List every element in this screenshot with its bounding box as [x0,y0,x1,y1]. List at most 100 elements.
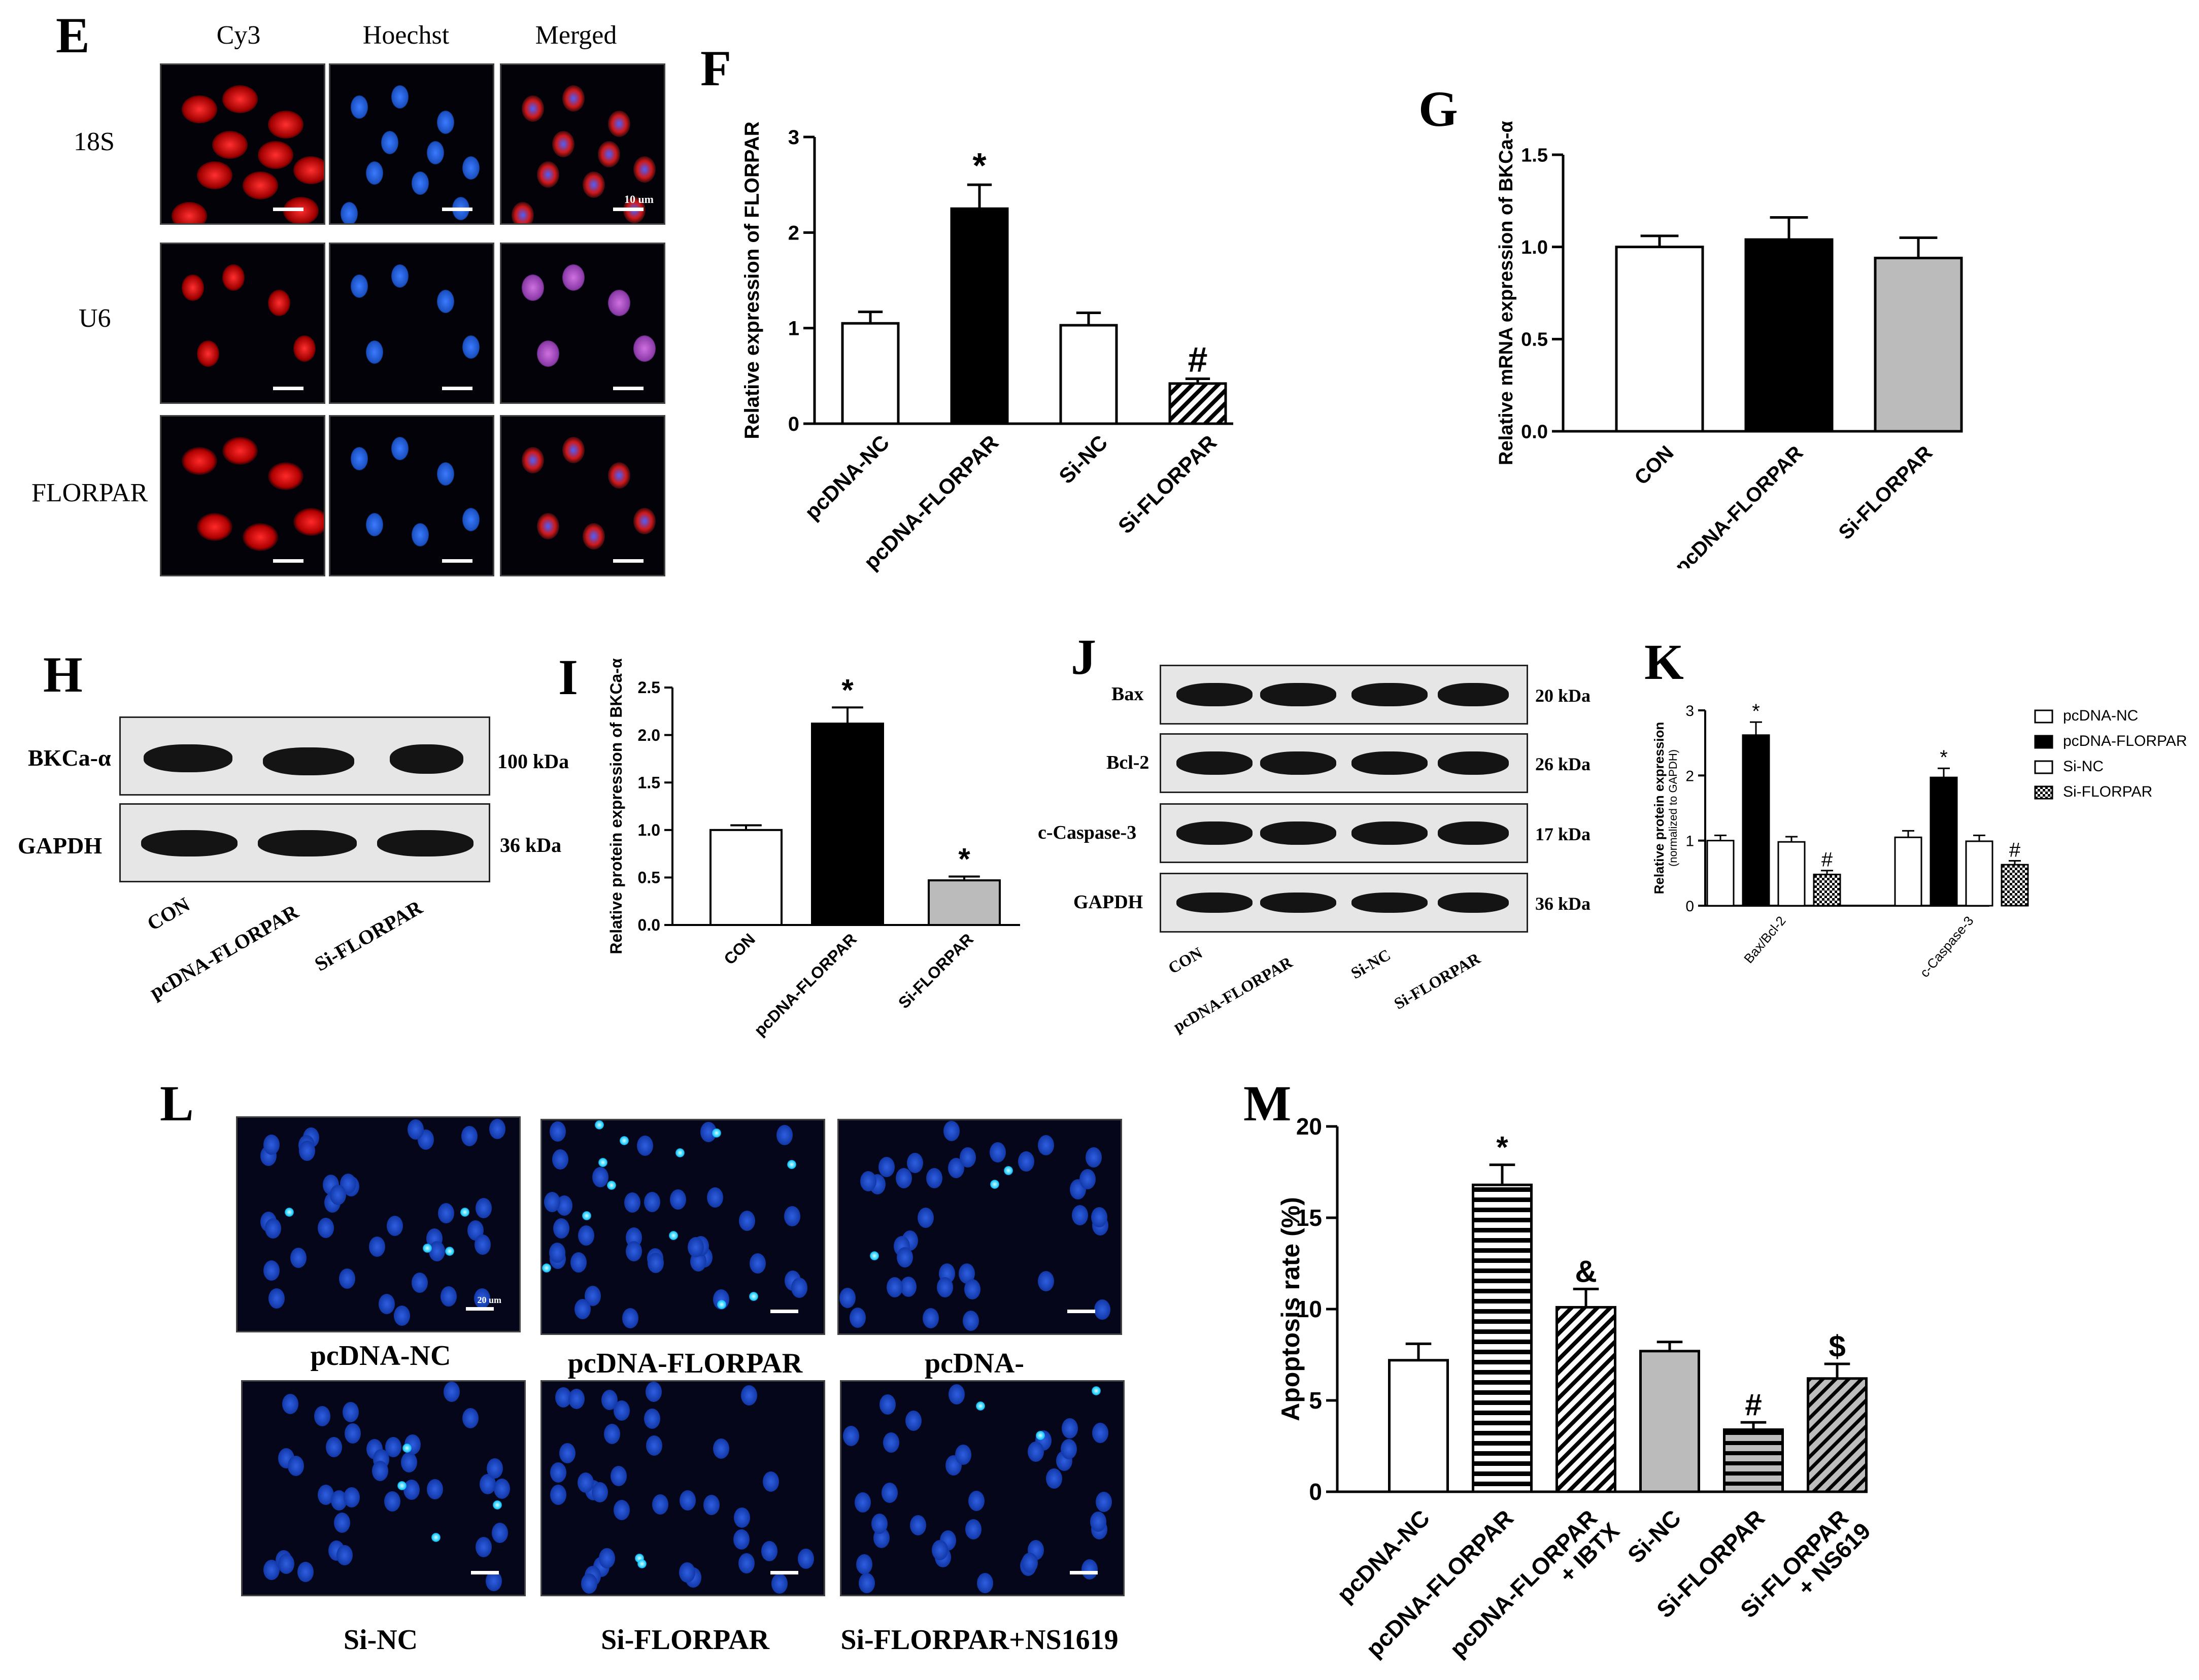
scale-bar [442,559,472,563]
nucleus [907,1153,923,1173]
nucleus [339,1268,355,1289]
cell [562,437,585,463]
bar [811,723,884,927]
nucleus [624,1192,640,1213]
nucleus [1018,1151,1034,1172]
nucleus [644,1409,660,1429]
bar [1706,840,1735,907]
y-tick-label: 1.0 [1521,237,1548,258]
significance-mark: * [972,146,987,185]
nucleus [900,1277,917,1297]
nucleus [1092,1423,1108,1443]
y-tick-label: 3 [788,126,799,149]
nucleus [614,1500,630,1520]
nucleus [369,1237,385,1257]
nucleus [1091,1207,1107,1227]
legend-swatch [2034,760,2053,774]
scale-bar [466,1307,494,1311]
cell [366,513,383,536]
blot-h-gapdh [119,803,490,882]
y-tick-label: 2 [788,222,799,244]
nucleus [336,1545,353,1565]
nucleus [343,1402,359,1422]
cell [182,447,217,475]
band [1260,893,1336,913]
micrograph-1-1 [329,243,494,404]
nucleus [550,1462,566,1483]
nucleus [897,1247,913,1267]
band [1438,821,1509,845]
panel-label-l: L [160,1075,194,1132]
cell [462,335,480,359]
bar [1059,324,1118,425]
y-axis-label: Relative mRNA expression of BKCa-α [1496,121,1517,465]
nucleus [1079,1169,1096,1189]
significance-mark: # [1821,849,1833,871]
blot-j-row [1160,733,1528,793]
bar [1874,256,1963,433]
kda-label: 26 kDa [1535,754,1591,774]
significance-mark: * [1496,1130,1508,1164]
micrograph-2-1 [329,415,494,576]
scale-bar [442,208,472,211]
apoptotic-nucleus [637,1559,647,1568]
y-tick-label: 0.5 [638,869,660,887]
y-tick-label: 2.0 [638,726,660,744]
nucleus [798,1549,814,1569]
nucleus [550,1121,566,1142]
blot-label-gapdh: GAPDH [18,833,103,859]
nucleus [1086,1147,1102,1168]
scale-bar [273,387,303,390]
y-tick-label: 0.0 [1521,421,1548,442]
nucleus [599,1548,615,1568]
nucleus [601,1390,618,1410]
nucleus [1028,1442,1044,1462]
nucleus [427,1479,443,1499]
cell [412,172,429,195]
cell [222,264,245,291]
bar [709,829,783,926]
cell [258,141,293,169]
kda-label: 36 kDa [1535,894,1591,914]
nucleus [860,1171,876,1191]
nucleus [282,1394,298,1414]
y-tick-label: 10 [1296,1296,1322,1322]
cell [222,437,258,465]
cell [608,290,630,316]
kda-bkca: 100 kDa [497,750,569,773]
nucleus [871,1514,888,1534]
blot-j-lane-labels: CON pcDNA-FLORPAR Si-NC Si-FLORPAR [1165,943,1484,1036]
band [1176,821,1253,845]
cell [583,172,605,198]
nucleus [494,1479,510,1499]
x-tick-label: pcDNA-FLORPAR [1671,441,1807,568]
nucleus [553,1218,569,1239]
nucleus [878,1157,895,1177]
nucleus [552,1149,568,1170]
nucleus [265,1218,281,1239]
cell [462,156,480,180]
nucleus [444,1382,460,1402]
column-header-merged: Merged [535,21,617,50]
nucleus [344,1487,360,1507]
nucleus [1096,1492,1112,1512]
cell [381,131,398,154]
y-tick-label: 2 [1685,768,1694,784]
column-header-hoechst: Hoechst [362,21,450,50]
nucleus [739,1211,755,1231]
apoptotic-nucleus [1004,1166,1013,1175]
band [390,744,463,774]
row-label-18s: 18S [74,127,115,156]
y-tick-label: 0 [788,413,799,435]
cell [391,264,409,288]
cell [268,290,290,316]
bar [1615,246,1704,433]
nucleus [761,1541,777,1561]
legend-label: Si-NC [2063,758,2104,775]
nucleus [1061,1439,1077,1459]
cell [583,523,605,550]
significance-mark: # [1745,1388,1762,1422]
nucleus [622,1308,638,1328]
cell [182,95,217,123]
blot-label-bkca: BKCa-α [28,745,111,771]
